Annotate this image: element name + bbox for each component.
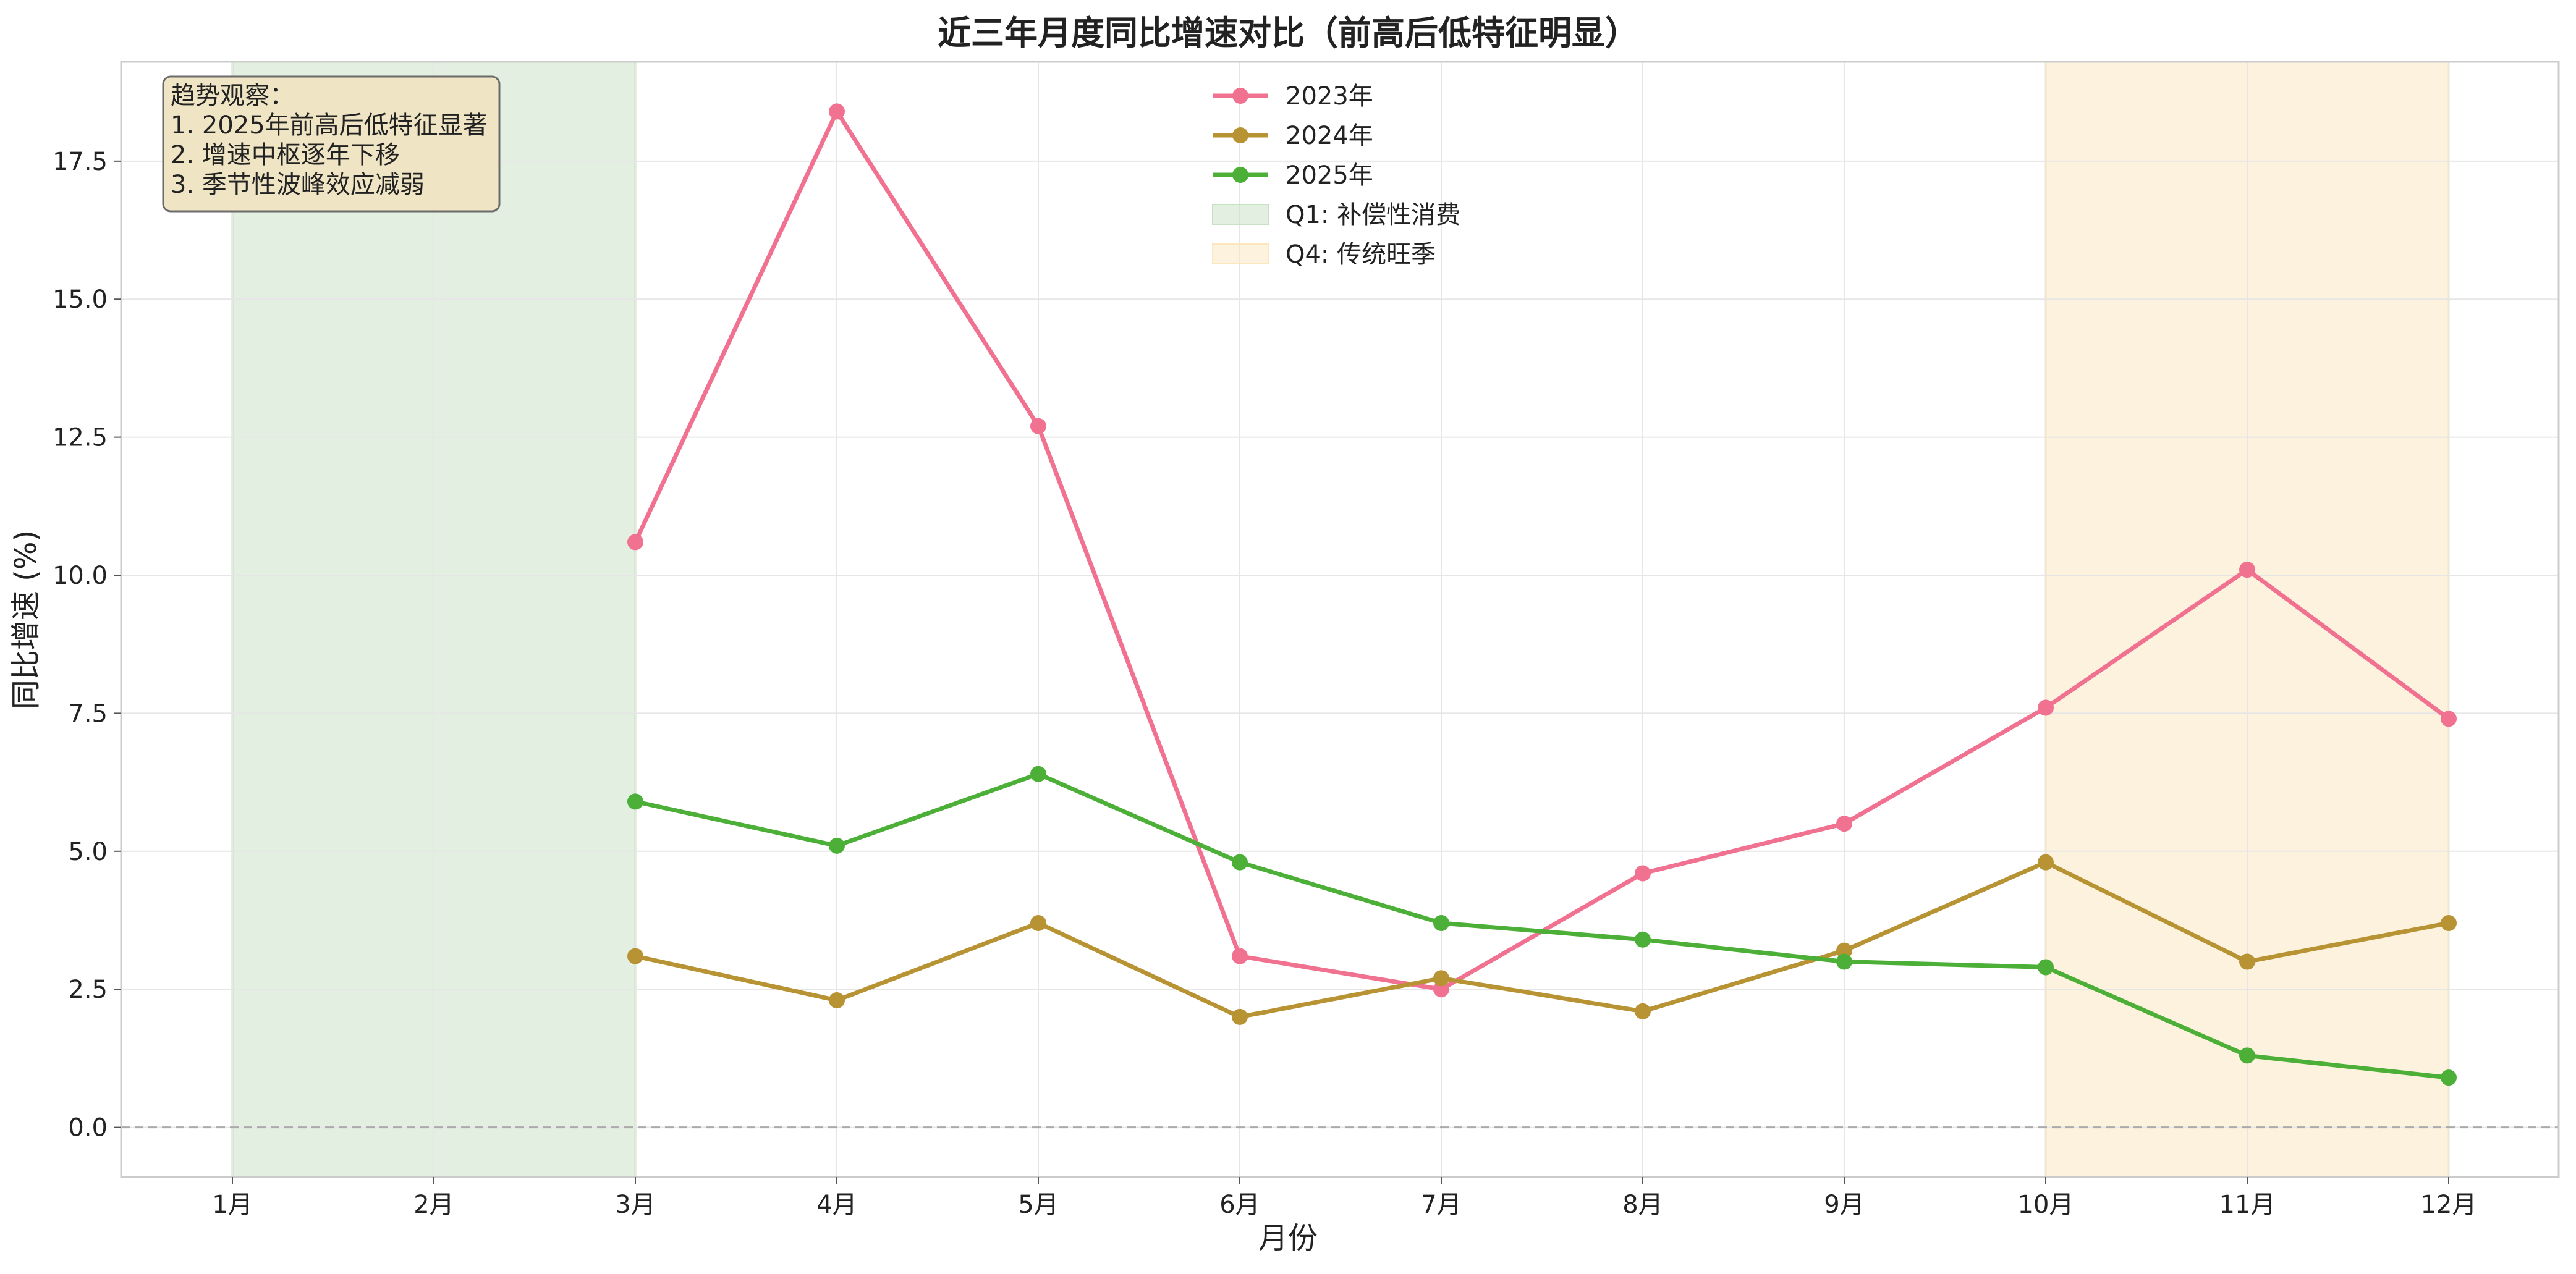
x-axis-label: 月份 xyxy=(1258,1221,1318,1255)
annotation-line: 3. 季节性波峰效应减弱 xyxy=(171,171,425,199)
chart-title: 近三年月度同比增速对比（前高后低特征明显） xyxy=(938,14,1638,53)
data-point xyxy=(1836,953,1852,970)
x-tick-label: 2月 xyxy=(413,1191,454,1219)
data-point xyxy=(829,837,845,854)
x-tick-label: 8月 xyxy=(1622,1191,1663,1219)
data-point xyxy=(1433,970,1449,987)
tick-labels: 1月 2月 3月 4月 5月 6月 7月 8月 9月 10月 11月 12月 0.0 2.5 5.0 7.5 1… xyxy=(53,148,2477,1219)
x-tick-label: 4月 xyxy=(816,1191,857,1219)
y-tick-label: 10.0 xyxy=(53,562,108,590)
x-tick-label: 5月 xyxy=(1018,1191,1058,1219)
data-point xyxy=(1433,981,1449,998)
annotation-line: 趋势观察： xyxy=(171,82,294,110)
data-point xyxy=(829,992,845,1009)
x-tick-label: 11月 xyxy=(2219,1191,2276,1219)
annotation-line: 2. 增速中枢逐年下移 xyxy=(171,141,400,169)
legend-label: 2024年 xyxy=(1286,122,1373,150)
grid-lines xyxy=(121,62,2559,1177)
plot-frame xyxy=(120,61,2560,1178)
y-tick-label: 2.5 xyxy=(68,976,108,1004)
data-point xyxy=(1635,931,1651,948)
data-point xyxy=(1635,865,1651,882)
data-point xyxy=(1635,1003,1651,1019)
data-point xyxy=(627,948,643,964)
legend-label: Q4: 传统旺季 xyxy=(1286,240,1436,269)
data-point xyxy=(829,103,845,120)
data-point xyxy=(1232,1008,1248,1025)
legend-patch xyxy=(1212,243,1269,264)
series-line xyxy=(635,772,2449,1080)
legend-label: 2025年 xyxy=(1286,161,1373,190)
y-tick-label: 12.5 xyxy=(53,424,108,452)
data-point xyxy=(1836,816,1852,832)
data-point xyxy=(1232,854,1248,871)
data-point xyxy=(1030,914,1046,931)
legend: 2023年 2024年 2025年 Q1: 补偿性消费 Q4: 传统旺季 xyxy=(1212,82,1460,269)
y-tick-label: 17.5 xyxy=(53,148,108,176)
annotation-box xyxy=(162,75,501,213)
data-point xyxy=(1232,948,1248,964)
x-tick-label: 9月 xyxy=(1824,1191,1864,1219)
data-point xyxy=(1433,914,1449,931)
annotation-line: 1. 2025年前高后低特征显著 xyxy=(171,111,488,140)
data-point xyxy=(2038,699,2054,716)
data-point xyxy=(2441,711,2457,727)
data-point xyxy=(2038,959,2054,976)
data-point xyxy=(627,793,643,810)
legend-marker xyxy=(1232,88,1248,104)
x-tick-label: 7月 xyxy=(1421,1191,1461,1219)
data-point xyxy=(1836,942,1852,959)
x-tick-label: 10月 xyxy=(2018,1191,2074,1219)
legend-marker xyxy=(1232,127,1248,143)
data-point xyxy=(2441,914,2457,931)
series-2024年 xyxy=(627,854,2457,1025)
data-point xyxy=(1030,418,1046,434)
x-tick-label: 6月 xyxy=(1219,1191,1260,1219)
legend-label: 2023年 xyxy=(1286,82,1373,111)
legend-marker xyxy=(1232,167,1248,183)
axes xyxy=(120,61,2560,1178)
y-tick-label: 15.0 xyxy=(53,285,108,314)
data-point xyxy=(2441,1069,2457,1086)
data-point xyxy=(2239,1047,2255,1064)
y-tick-label: 5.0 xyxy=(68,838,108,866)
data-point xyxy=(2239,562,2255,578)
data-point xyxy=(1030,766,1046,782)
series-group xyxy=(627,103,2457,1086)
y-axis-label: 同比增速 (%) xyxy=(9,530,43,709)
data-point xyxy=(627,534,643,551)
x-tick-label: 12月 xyxy=(2421,1191,2477,1219)
x-tick-label: 1月 xyxy=(212,1191,252,1219)
series-2025年 xyxy=(627,766,2457,1086)
data-point xyxy=(2038,854,2054,871)
data-point xyxy=(2239,953,2255,970)
series-line xyxy=(635,860,2449,1019)
y-tick-label: 0.0 xyxy=(68,1114,108,1142)
legend-patch xyxy=(1212,204,1269,225)
y-tick-label: 7.5 xyxy=(68,699,108,728)
legend-label: Q1: 补偿性消费 xyxy=(1286,201,1460,229)
x-tick-label: 3月 xyxy=(615,1191,655,1219)
